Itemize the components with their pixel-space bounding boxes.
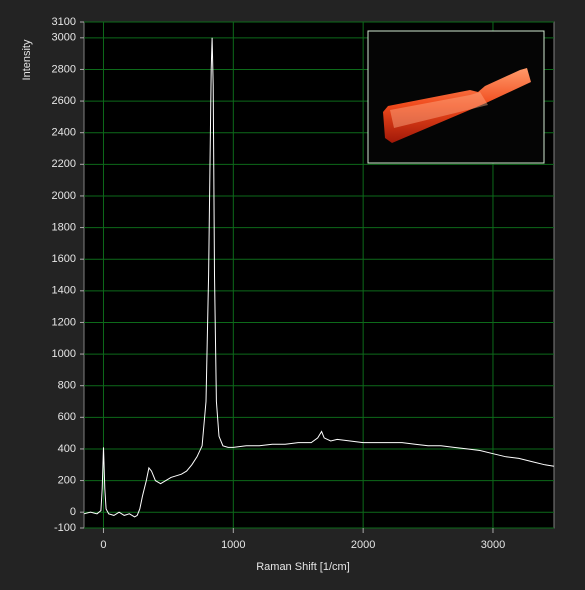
y-tick-label: 400 <box>58 443 76 455</box>
y-tick-label: 3100 <box>52 16 76 28</box>
y-tick-label: 2200 <box>52 158 76 170</box>
y-tick-label: 1000 <box>52 348 76 360</box>
y-tick-label: 800 <box>58 380 76 392</box>
y-axis-label: Intensity <box>21 39 33 80</box>
x-tick-label: 3000 <box>481 539 505 551</box>
y-tick-label: 1200 <box>52 316 76 328</box>
y-tick-label: 200 <box>58 474 76 486</box>
x-tick-label: 1000 <box>221 539 245 551</box>
inset-photo <box>367 30 545 164</box>
y-tick-label: 2400 <box>52 127 76 139</box>
y-tick-label: 0 <box>70 506 76 518</box>
y-tick-label: 2600 <box>52 95 76 107</box>
y-tick-label: 1400 <box>52 285 76 297</box>
y-tick-label: 2800 <box>52 63 76 75</box>
x-axis-label: Raman Shift [1/cm] <box>256 561 350 573</box>
spectrum-line <box>83 37 555 518</box>
y-tick-label: 1600 <box>52 253 76 265</box>
x-tick-label: 0 <box>100 539 106 551</box>
y-tick-label: 1800 <box>52 221 76 233</box>
y-tick-label: 600 <box>58 411 76 423</box>
y-tick-label: -100 <box>54 522 76 534</box>
y-tick-label: 3000 <box>52 32 76 44</box>
y-tick-label: 2000 <box>52 190 76 202</box>
x-tick-label: 2000 <box>351 539 375 551</box>
